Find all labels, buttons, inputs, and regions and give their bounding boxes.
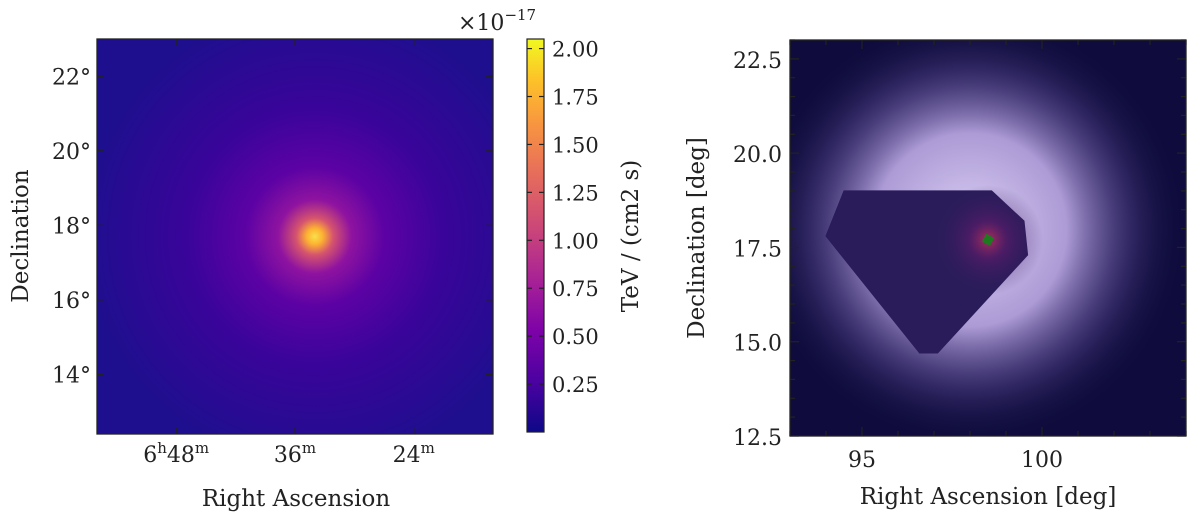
left-panel: 6h48m 36m 24m 14°16°18°20°22° Right Ascens… — [8, 38, 494, 512]
left-x-axis-label: Right Ascension — [202, 486, 390, 512]
colorbar-tick-label: 1.25 — [552, 181, 599, 205]
colorbar-tick-label: 1.75 — [552, 86, 599, 110]
left-heatmap-source — [97, 39, 493, 434]
colorbar-label: TeV / (cm2 s) — [618, 160, 644, 313]
right-y-tick-label: 15.0 — [733, 332, 782, 357]
colorbar-gradient — [526, 38, 545, 433]
right-x-axis-label: Right Ascension [deg] — [860, 484, 1117, 510]
left-x-tick-label: 6h48m — [143, 439, 209, 468]
left-x-tick-minutes: 24 — [393, 443, 421, 468]
colorbar-exponent: −17 — [504, 6, 536, 24]
left-x-tick-label: 24m — [393, 439, 435, 468]
right-y-axis-label: Declination [deg] — [684, 137, 710, 339]
left-y-tick-label: 20° — [52, 140, 91, 165]
right-x-tick-label: 100 — [1021, 448, 1063, 473]
right-x-tick-label: 95 — [848, 448, 876, 473]
left-x-tick-minutes: 36 — [274, 443, 302, 468]
colorbar-tick-label: 0.25 — [552, 373, 599, 397]
left-x-tick-hours: 6 — [143, 443, 157, 468]
right-panel: 95 100 12.5 15.0 17.5 20.0 22.5 Right Ascensi… — [684, 39, 1187, 510]
right-x-axis: 95 100 — [789, 40, 1187, 473]
colorbar-tick-label: 1.50 — [552, 133, 599, 157]
right-y-axis: 12.5 15.0 17.5 20.0 22.5 — [733, 39, 1186, 451]
left-y-tick-label: 16° — [52, 289, 91, 314]
left-y-axis-label: Declination — [8, 169, 34, 303]
colorbar-multiplier: ×10−17 — [458, 6, 536, 36]
colorbar-tick-label: 1.00 — [552, 229, 599, 253]
right-plot-frame — [789, 39, 1187, 437]
left-x-axis: 6h48m 36m 24m — [143, 39, 435, 468]
left-x-tick-label: 36m — [274, 439, 316, 468]
left-y-tick-label: 14° — [52, 363, 91, 388]
colorbar-tick-label: 0.50 — [552, 325, 599, 349]
colorbar-ticks: 0.25 0.50 0.75 1.00 1.25 1.50 1.75 2.00 — [527, 38, 599, 397]
source-marker — [981, 233, 995, 247]
left-x-tick-h-sup: h — [157, 439, 167, 457]
left-x-tick-minutes: 48 — [167, 443, 195, 468]
left-x-tick-m-sup: m — [421, 439, 435, 457]
left-x-tick-m-sup: m — [195, 439, 209, 457]
colorbar-tick-label: 2.00 — [552, 38, 599, 62]
right-y-tick-label: 20.0 — [733, 143, 782, 168]
colorbar-tick-label: 0.75 — [552, 277, 599, 301]
left-x-tick-m-sup: m — [302, 439, 316, 457]
left-y-tick-label: 22° — [52, 65, 91, 90]
right-y-tick-label: 22.5 — [733, 49, 782, 74]
left-y-tick-label: 18° — [52, 214, 91, 239]
right-y-tick-label: 12.5 — [733, 426, 782, 451]
left-y-axis: 14° 16° 18° 20° 22° — [52, 65, 493, 388]
colorbar: 0.250.500.751.001.251.501.752.00 ×10−17 … — [458, 6, 644, 433]
right-y-tick-label: 17.5 — [733, 237, 782, 262]
